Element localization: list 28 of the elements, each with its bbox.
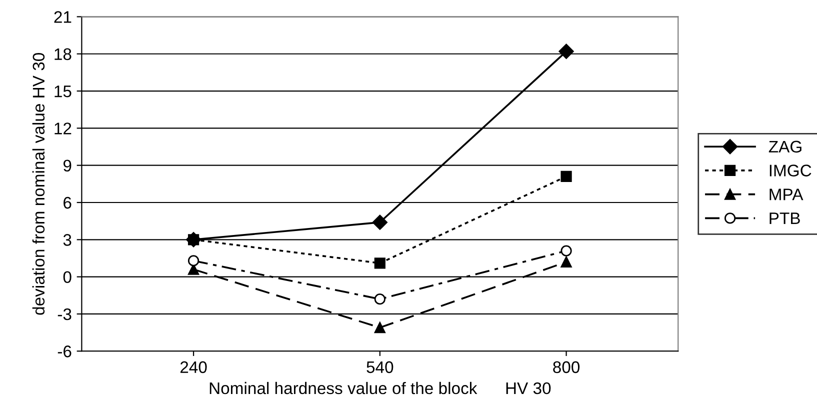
point — [560, 170, 572, 182]
y-tick-label: 0 — [63, 271, 72, 284]
y-tick-label: 6 — [64, 196, 72, 209]
y-tick-label: 15 — [54, 86, 72, 98]
legend-label: PTB — [770, 212, 800, 224]
x-tick-label: 240 — [180, 361, 207, 374]
point — [560, 245, 572, 256]
y-tick-label: 18 — [54, 48, 72, 60]
point — [372, 214, 388, 230]
point — [558, 44, 574, 59]
x-tick-label: 540 — [366, 361, 394, 374]
y-tick-label: 9 — [63, 160, 72, 172]
y-tick-label: -3 — [58, 308, 72, 320]
legend-label: IMGC — [770, 164, 812, 176]
y-tick-label: 12 — [54, 122, 72, 134]
point — [374, 258, 386, 269]
point — [374, 294, 386, 305]
point — [188, 255, 200, 266]
x-axis-title: Nominal hardness value of the block HV 30 — [210, 382, 551, 394]
point — [374, 322, 386, 334]
y-axis-title: deviation from nominal value HV 30 — [32, 53, 45, 315]
x-tick-label: 800 — [553, 361, 580, 374]
y-tick-label: 3 — [63, 234, 72, 246]
legend-label: ZAG — [768, 140, 802, 153]
legend-label: MPA — [770, 188, 804, 200]
y-tick-label: -6 — [58, 346, 72, 358]
point — [560, 256, 572, 268]
y-tick-label: 21 — [54, 11, 72, 23]
